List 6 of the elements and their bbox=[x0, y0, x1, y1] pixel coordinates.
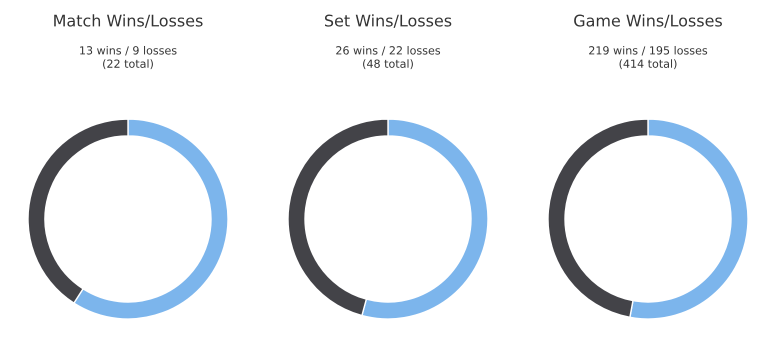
chart-title: Set Wins/Losses bbox=[324, 14, 452, 28]
chart-subtitle: 26 wins / 22 losses (48 total) bbox=[336, 46, 440, 70]
chart-title: Match Wins/Losses bbox=[54, 14, 203, 28]
chart-subtitle: 219 wins / 195 losses (414 total) bbox=[589, 46, 708, 70]
chart-title: Game Wins/Losses bbox=[574, 14, 722, 28]
chart-subtitle: 13 wins / 9 losses (22 total) bbox=[80, 46, 177, 70]
